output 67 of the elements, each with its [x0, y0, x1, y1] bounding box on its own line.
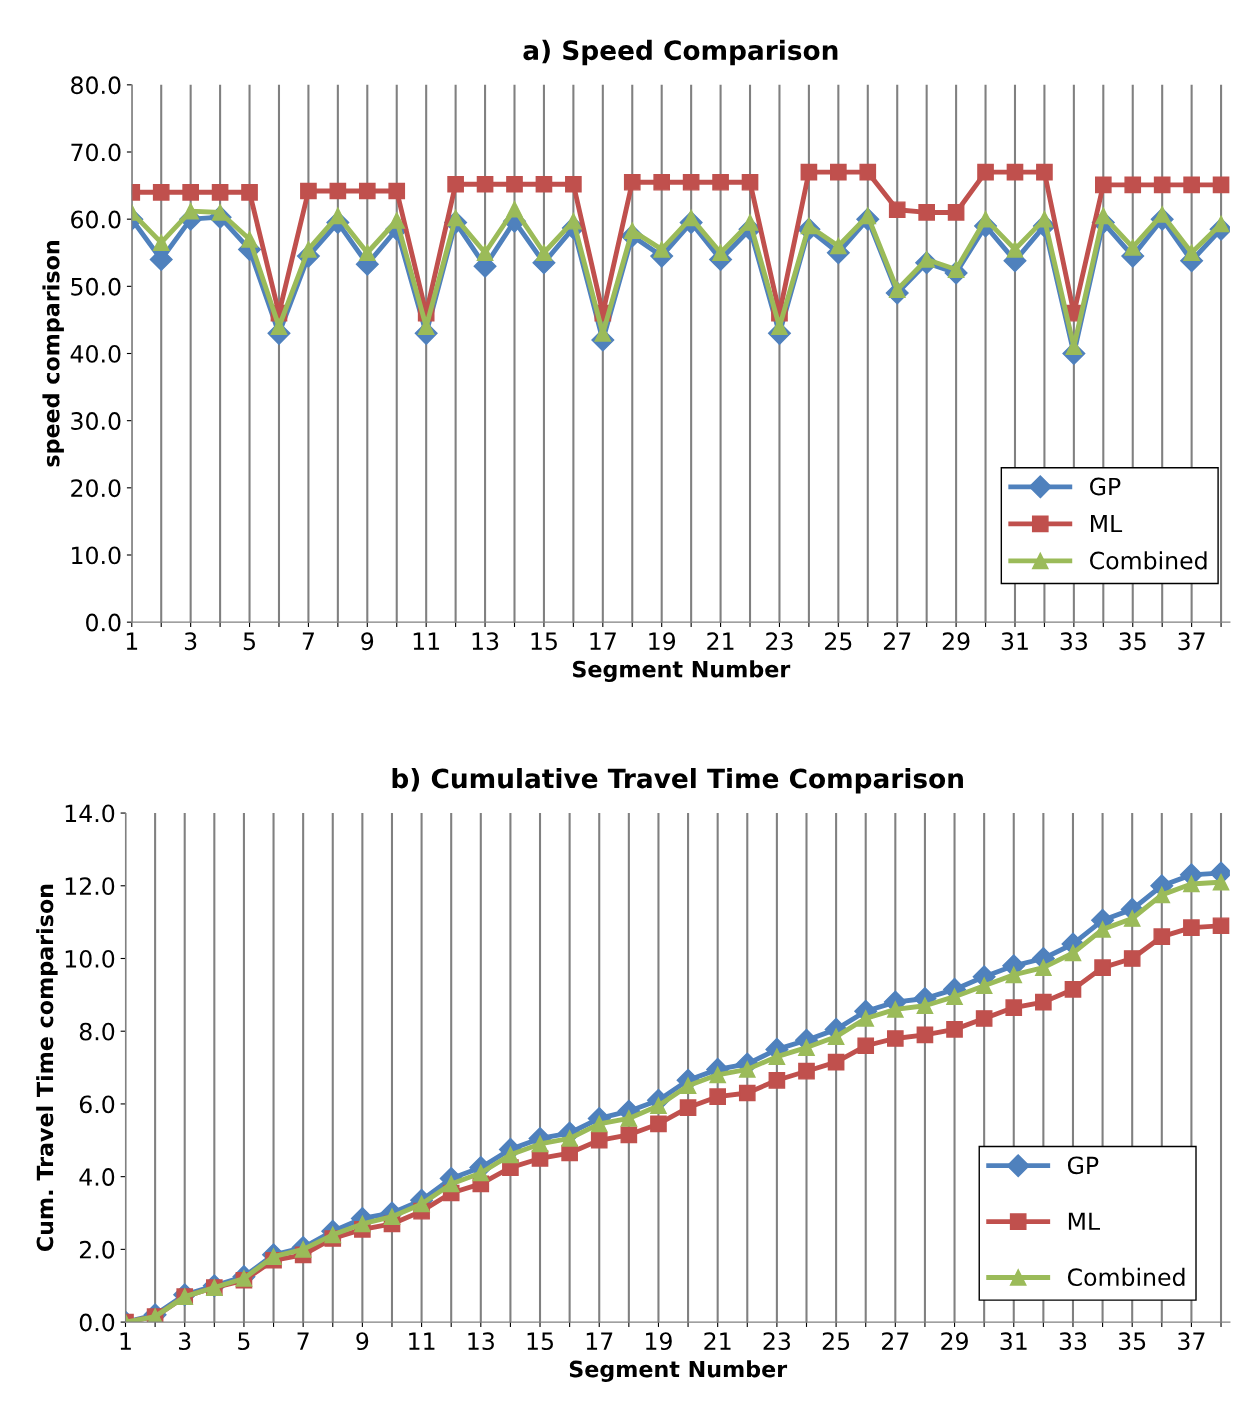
- x-tick-label: 21: [704, 1332, 731, 1350]
- x-tick-label: 9: [361, 632, 374, 651]
- y-tick-label: 0.0: [86, 613, 121, 632]
- legend-label: Combined: [1090, 551, 1207, 570]
- x-tick-label: 9: [356, 1332, 369, 1351]
- x-tick-label: 15: [531, 632, 557, 651]
- x-tick-label: 25: [822, 1332, 850, 1351]
- y-tick-label: 40.0: [70, 344, 121, 363]
- y-tick-label: 6.0: [79, 1095, 115, 1114]
- x-axis-title: Segment Number: [569, 1360, 788, 1382]
- y-axis-title: speed comparison: [42, 241, 64, 467]
- legend-label: ML: [1091, 514, 1123, 533]
- x-tick-label: 13: [472, 632, 499, 651]
- x-tick-label: 11: [409, 1332, 435, 1350]
- y-tick-label: 4.0: [79, 1168, 115, 1186]
- y-tick-label: 50.0: [71, 277, 121, 296]
- x-tick-label: 1: [126, 632, 138, 650]
- y-tick-label: 30.0: [71, 412, 121, 430]
- x-tick-label: 35: [1118, 1332, 1146, 1351]
- x-tick-label: 7: [297, 1332, 309, 1350]
- y-tick-label: 0.0: [79, 1313, 115, 1332]
- y-tick-label: 2.0: [79, 1240, 115, 1259]
- y-tick-label: 10.0: [72, 546, 121, 565]
- x-tick-label: 17: [586, 1332, 613, 1350]
- x-tick-label: 3: [179, 1332, 191, 1351]
- x-tick-label: 17: [590, 632, 616, 650]
- x-tick-label: 31: [1001, 632, 1028, 651]
- chart-title: a) Speed Comparison: [523, 39, 838, 66]
- x-tick-label: 19: [649, 632, 676, 651]
- x-tick-label: 1: [120, 1332, 131, 1350]
- y-tick-label: 14.0: [65, 804, 115, 823]
- x-tick-label: 31: [1000, 1332, 1027, 1351]
- x-tick-label: 21: [707, 632, 734, 650]
- x-tick-label: 3: [184, 632, 197, 651]
- x-tick-label: 33: [1059, 1332, 1087, 1351]
- x-tick-label: 5: [238, 1332, 250, 1351]
- x-tick-label: 27: [882, 1332, 909, 1350]
- legend-label: GP: [1067, 1156, 1099, 1175]
- y-axis-title: Cum. Travel Time comparison: [36, 884, 58, 1252]
- x-tick-label: 15: [527, 1332, 553, 1351]
- x-tick-label: 23: [766, 632, 793, 651]
- x-tick-label: 33: [1060, 632, 1087, 651]
- x-tick-label: 29: [941, 1332, 968, 1351]
- y-tick-label: 20.0: [71, 479, 121, 498]
- y-tick-label: 80.0: [71, 76, 121, 95]
- x-tick-label: 37: [1178, 1332, 1205, 1351]
- y-tick-label: 10.0: [65, 949, 115, 968]
- x-tick-label: 29: [942, 632, 970, 651]
- y-tick-label: 60.0: [71, 210, 121, 229]
- x-tick-label: 23: [763, 1332, 791, 1351]
- x-tick-label: 13: [468, 1332, 494, 1351]
- x-tick-label: 25: [825, 632, 852, 651]
- x-tick-label: 37: [1178, 632, 1205, 651]
- y-tick-label: 8.0: [79, 1022, 115, 1041]
- x-tick-label: 7: [302, 632, 314, 650]
- x-tick-label: 19: [646, 1332, 672, 1351]
- x-tick-label: 5: [243, 632, 255, 651]
- legend-label: Combined: [1067, 1267, 1185, 1287]
- chart-title: b) Cumulative Travel Time Comparison: [392, 768, 963, 794]
- x-tick-label: 11: [413, 632, 440, 650]
- legend-label: GP: [1090, 477, 1121, 496]
- y-tick-label: 70.0: [71, 143, 121, 162]
- x-tick-label: 35: [1119, 632, 1146, 651]
- legend-label: ML: [1068, 1212, 1100, 1230]
- x-tick-label: 27: [883, 632, 911, 650]
- y-tick-label: 12.0: [65, 877, 115, 896]
- x-axis-title: Segment Number: [572, 660, 791, 682]
